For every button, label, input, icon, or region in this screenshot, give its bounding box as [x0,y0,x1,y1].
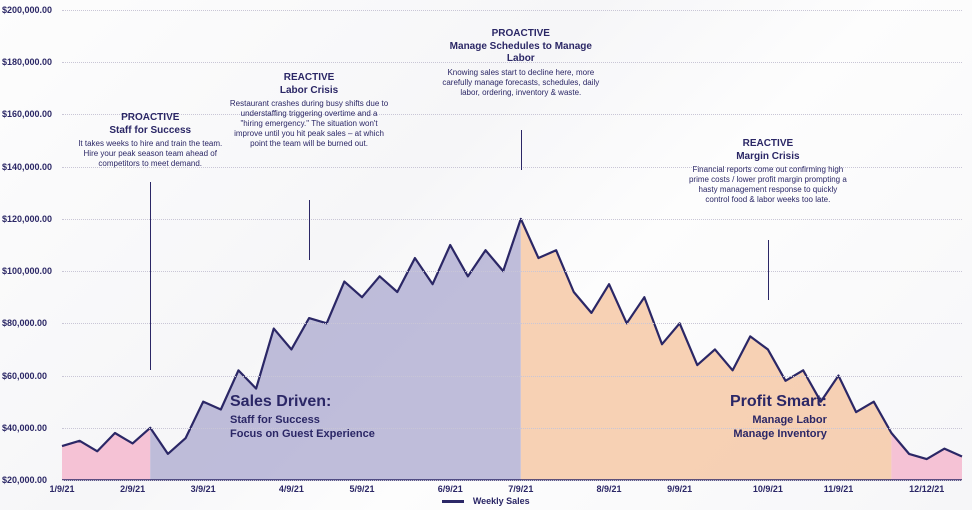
annotation-proactive-staff: PROACTIVEStaff for SuccessIt takes weeks… [70,112,230,169]
region-label-line: Manage Inventory [730,427,827,441]
y-axis-label: $60,000.00 [2,371,47,381]
y-axis-label: $140,000.00 [2,162,52,172]
annotation-reactive-labor: REACTIVELabor CrisisRestaurant crashes d… [229,72,389,149]
y-axis-label: $120,000.00 [2,214,52,224]
x-axis-label: 1/9/21 [49,484,74,494]
annotation-proactive-schedules: PROACTIVEManage Schedules to Manage Labo… [441,28,601,98]
x-axis-label: 3/9/21 [191,484,216,494]
annotation-subtitle: Staff for Success [70,125,230,138]
legend: Weekly Sales [0,496,972,506]
annotation-title: PROACTIVE [441,28,601,41]
region-label-title: Sales Driven: [230,392,375,413]
x-axis-label: 9/9/21 [667,484,692,494]
gridline [62,10,962,11]
x-axis-label: 12/12/21 [909,484,944,494]
gridline [62,323,962,324]
gridline [62,376,962,377]
annotation-title: PROACTIVE [70,112,230,125]
annotation-body: Financial reports come out confirming hi… [688,165,848,205]
region-label-line: Focus on Guest Experience [230,427,375,441]
region-orange [521,219,892,480]
region-pink-right [891,433,962,480]
gridline [62,271,962,272]
annotation-line-reactive-margin [768,240,769,300]
annotation-reactive-margin: REACTIVEMargin CrisisFinancial reports c… [688,138,848,205]
x-axis-label: 10/9/21 [753,484,783,494]
annotation-subtitle: Labor Crisis [229,85,389,98]
region-label-profit-smart: Profit Smart:Manage LaborManage Inventor… [730,392,827,441]
annotation-line-proactive-staff [150,182,151,370]
annotation-body: It takes weeks to hire and train the tea… [70,139,230,169]
gridline [62,219,962,220]
x-axis-label: 6/9/21 [438,484,463,494]
annotation-line-reactive-labor [309,200,310,260]
annotation-title: REACTIVE [229,72,389,85]
y-axis-label: $180,000.00 [2,57,52,67]
annotation-subtitle: Margin Crisis [688,151,848,164]
sales-chart: $20,000.00 $40,000.00 $60,000.00 $80,000.00… [0,0,972,510]
annotation-subtitle: Manage Schedules to Manage Labor [441,41,601,66]
x-axis-label: 5/9/21 [349,484,374,494]
y-axis-label: $160,000.00 [2,109,52,119]
annotation-body: Restaurant crashes during busy shifts du… [229,99,389,149]
legend-swatch [442,500,464,503]
region-label-line: Staff for Success [230,413,375,427]
x-axis-label: 2/9/21 [120,484,145,494]
region-label-title: Profit Smart: [730,392,827,413]
y-axis-label: $40,000.00 [2,423,47,433]
region-label-line: Manage Labor [730,413,827,427]
legend-label: Weekly Sales [473,496,530,506]
x-axis-label: 11/9/21 [824,484,854,494]
x-axis-label: 8/9/21 [597,484,622,494]
region-pink-left [62,428,150,480]
y-axis-label: $80,000.00 [2,318,47,328]
x-axis-label: 7/9/21 [508,484,533,494]
y-axis-label: $200,000.00 [2,5,52,15]
x-axis-label: 4/9/21 [279,484,304,494]
y-axis-label: $20,000.00 [2,475,47,485]
annotation-line-proactive-schedules [521,130,522,170]
region-label-sales-driven: Sales Driven:Staff for SuccessFocus on G… [230,392,375,441]
annotation-title: REACTIVE [688,138,848,151]
gridline [62,428,962,429]
annotation-body: Knowing sales start to decline here, mor… [441,68,601,98]
gridline [62,480,962,481]
y-axis-label: $100,000.00 [2,266,52,276]
